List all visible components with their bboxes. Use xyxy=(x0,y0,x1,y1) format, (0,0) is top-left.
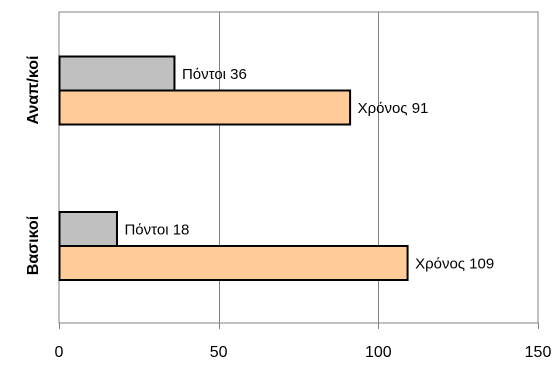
data-label: Πόντοι 18 xyxy=(124,222,189,239)
data-label: Πόντοι 36 xyxy=(182,66,247,83)
bar-time xyxy=(58,245,409,281)
x-tick-label: 150 xyxy=(525,344,552,361)
category-label: Βασικοί xyxy=(25,216,42,275)
data-labels: Πόντοι 36 Χρόνος 91 Πόντοι 18 Χρόνος 109 xyxy=(124,66,494,273)
bars xyxy=(58,55,409,281)
bar-points xyxy=(58,211,118,247)
data-label: Χρόνος 109 xyxy=(415,256,494,273)
bar-time xyxy=(58,89,352,126)
data-label: Χρόνος 91 xyxy=(358,100,429,117)
y-axis-categories: Αναπ/κοί Βασικοί xyxy=(25,56,42,276)
x-axis: 0 50 100 150 xyxy=(55,323,552,361)
x-tick-label: 50 xyxy=(210,344,228,361)
x-tick-label: 100 xyxy=(365,344,392,361)
x-tick-label: 0 xyxy=(55,344,64,361)
bar-points xyxy=(58,55,176,92)
category-label: Αναπ/κοί xyxy=(25,56,42,125)
